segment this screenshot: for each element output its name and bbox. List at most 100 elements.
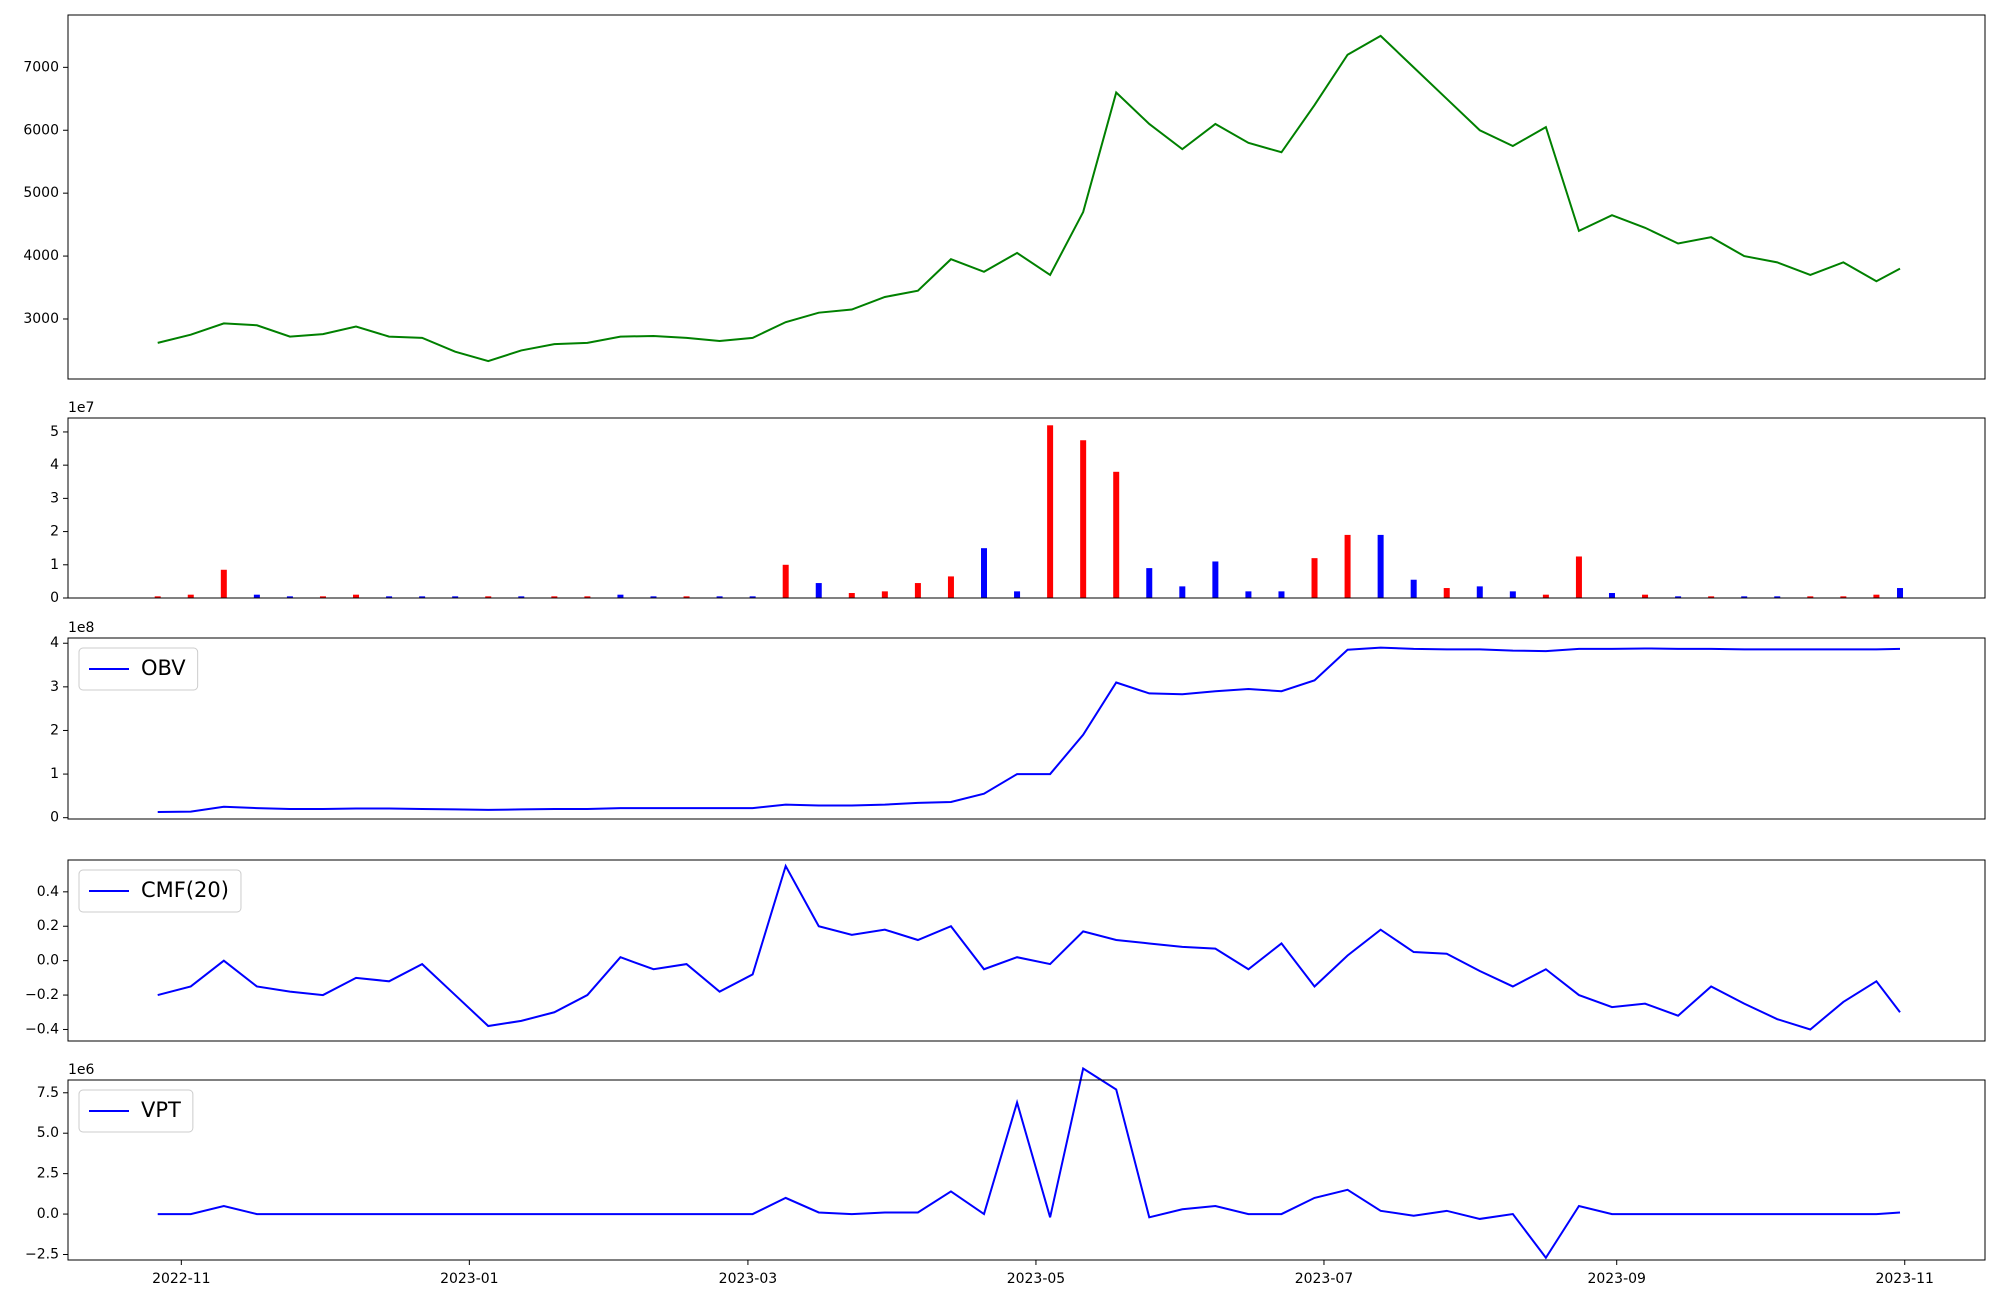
y-tick-label: 1 <box>50 766 59 782</box>
bar <box>1575 556 1582 598</box>
bar <box>1476 586 1483 598</box>
bar <box>485 596 492 598</box>
panel: 0 1 2 3 4 1e8 OBV <box>50 620 1986 826</box>
panel: 3000 4000 5000 6000 7000 <box>23 14 1986 380</box>
bar <box>1509 591 1516 598</box>
y-tick-label: 3 <box>50 490 59 506</box>
bar <box>1344 534 1351 598</box>
x-tick-label: 2023-01 <box>440 1271 499 1287</box>
axes-frame <box>67 637 1986 820</box>
legend-box <box>78 869 242 913</box>
bar <box>1179 586 1186 598</box>
offset-label: 1e8 <box>68 620 94 636</box>
bar <box>353 594 360 598</box>
bar <box>187 594 194 598</box>
bar <box>848 593 855 598</box>
panel: 0 1 2 3 4 5 1e7 <box>50 400 1986 606</box>
y-tick-label: 5000 <box>23 185 59 201</box>
y-tick-label: 0 <box>50 810 59 826</box>
y-tick-label: 4000 <box>23 248 59 264</box>
bar <box>981 548 988 598</box>
y-tick-label: 3000 <box>23 311 59 327</box>
y-tick-label: −0.4 <box>25 1021 59 1037</box>
y-tick-label: 5 <box>50 424 59 440</box>
legend-label: OBV <box>141 656 186 680</box>
bar <box>1245 591 1252 598</box>
axes-frame <box>67 417 1986 599</box>
bar <box>881 591 888 598</box>
bar <box>749 596 756 598</box>
bar <box>1047 425 1054 598</box>
x-tick-label: 2023-03 <box>719 1271 778 1287</box>
bar <box>286 596 293 598</box>
line <box>157 34 1901 363</box>
y-tick-label: 2 <box>50 524 59 540</box>
y-tick-label: 2.5 <box>37 1166 59 1182</box>
bar <box>782 564 789 598</box>
bar <box>1410 579 1417 598</box>
legend: OBV <box>78 647 199 691</box>
bar <box>386 596 393 598</box>
bar <box>1014 591 1021 598</box>
y-tick-label: 7.5 <box>37 1085 59 1101</box>
bar <box>584 596 591 598</box>
bar <box>1675 596 1682 598</box>
bar <box>1113 471 1120 598</box>
bar <box>452 596 459 598</box>
legend-box <box>78 1089 194 1133</box>
bar <box>1278 591 1285 598</box>
x-tick-label: 2023-09 <box>1587 1271 1646 1287</box>
y-tick-label: 7000 <box>23 59 59 75</box>
bar <box>253 594 260 598</box>
bar <box>1840 596 1847 598</box>
axes-frame <box>67 859 1986 1042</box>
legend: VPT <box>78 1089 194 1133</box>
panel: −2.5 0.0 2.5 5.0 7.5 1e6 2022-11 2023-01 2023-03… <box>25 1062 1986 1287</box>
bar <box>914 583 921 598</box>
y-tick-label: −0.2 <box>25 987 59 1003</box>
bar <box>1311 558 1318 598</box>
bar <box>1608 593 1615 598</box>
bar <box>1542 594 1549 598</box>
y-tick-label: 4 <box>50 457 59 473</box>
bar <box>419 596 426 598</box>
x-tick-label: 2022-11 <box>152 1271 211 1287</box>
bar <box>220 569 227 598</box>
bar <box>551 596 558 598</box>
bar <box>1741 596 1748 598</box>
bar <box>518 596 525 598</box>
y-tick-label: 1 <box>50 557 59 573</box>
bar <box>1080 440 1087 598</box>
legend: CMF(20) <box>78 869 242 913</box>
axes-frame <box>67 14 1986 380</box>
y-tick-label: 4 <box>50 635 59 651</box>
bar <box>650 596 657 598</box>
offset-label: 1e6 <box>68 1062 95 1078</box>
y-tick-label: 5.0 <box>37 1125 59 1141</box>
bar <box>1807 596 1814 598</box>
offset-label: 1e7 <box>68 400 94 416</box>
bar <box>947 576 954 598</box>
bar <box>1774 596 1781 598</box>
axes-frame <box>67 1079 1986 1261</box>
y-tick-label: 0 <box>50 590 59 606</box>
y-tick-label: 6000 <box>23 122 59 138</box>
x-tick-label: 2023-11 <box>1875 1271 1934 1287</box>
bar <box>1897 588 1904 598</box>
x-tick-label: 2023-05 <box>1007 1271 1066 1287</box>
legend-label: CMF(20) <box>141 878 229 902</box>
bar <box>1708 596 1715 598</box>
line <box>157 1066 1901 1260</box>
bar <box>1212 561 1219 598</box>
line <box>157 863 1901 1031</box>
bar <box>683 596 690 598</box>
y-tick-label: 0.4 <box>37 884 59 900</box>
bar <box>716 596 723 598</box>
bar <box>1873 594 1880 598</box>
y-tick-label: 2 <box>50 722 59 738</box>
panel: −0.4 −0.2 0.0 0.2 0.4 CMF(20) <box>25 859 1986 1042</box>
line <box>157 646 1901 814</box>
bar <box>1377 534 1384 598</box>
bar <box>1146 568 1153 598</box>
y-tick-label: −2.5 <box>25 1247 59 1263</box>
